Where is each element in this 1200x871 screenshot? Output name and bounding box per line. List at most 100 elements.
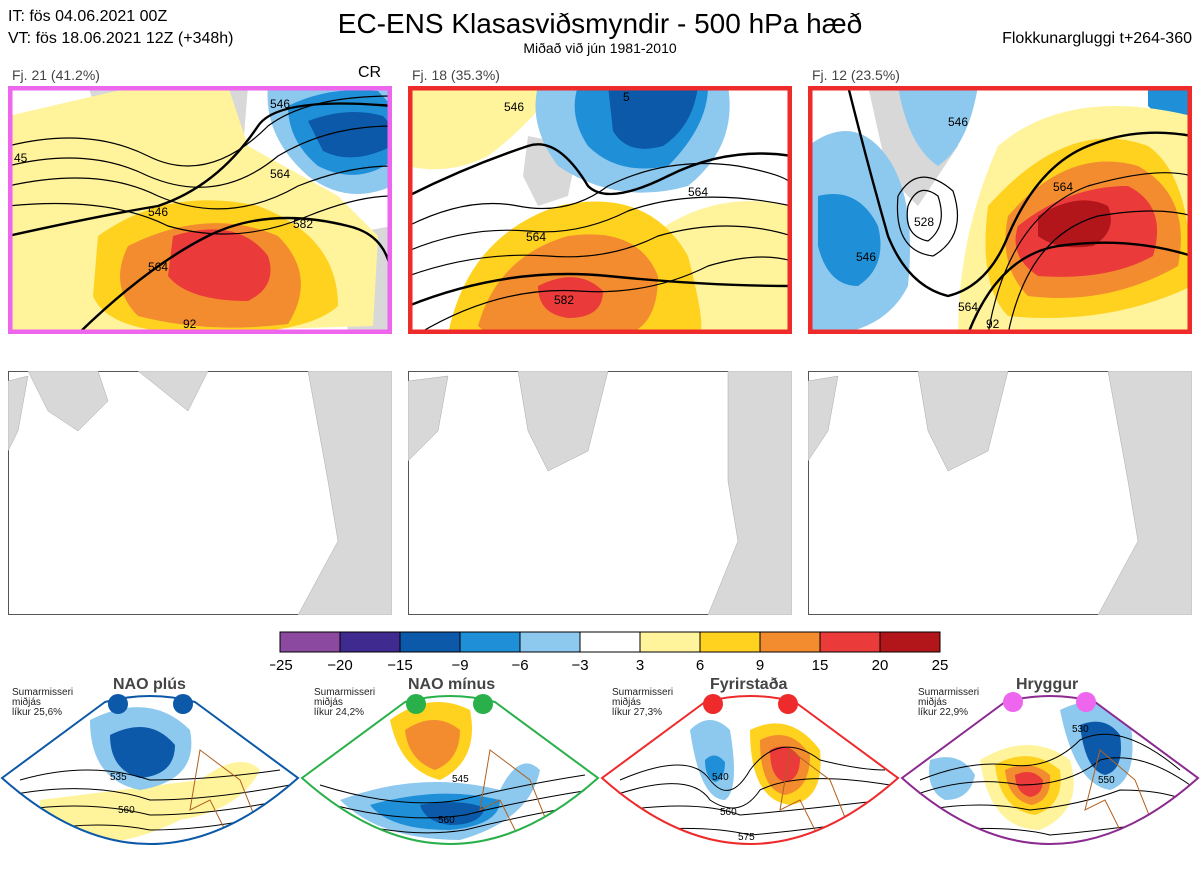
negative-anomaly-inner (110, 727, 175, 778)
colorbar-tick-label: −6 (511, 657, 528, 674)
colorbar-swatch (519, 631, 581, 653)
contour-label: 546 (270, 97, 290, 111)
regime-marker (778, 694, 798, 714)
contour-label: 560 (720, 807, 737, 818)
negative-anomaly-core (420, 802, 485, 825)
negative-anomaly-inner (705, 755, 725, 782)
cluster-frame (408, 86, 792, 334)
regime-marker (1003, 692, 1023, 712)
cluster-1-label: Fj. 21 (41.2%) (12, 67, 100, 83)
colorbar-tick-label: 20 (872, 657, 889, 674)
regime-2-name: NAO mínus (408, 676, 496, 693)
contour-label: 5 (623, 90, 630, 104)
cluster-frame (808, 86, 1192, 334)
page-title: EC-ENS Klasasviðsmyndir - 500 hPa hæð (337, 8, 863, 39)
contour-label: 564 (526, 230, 546, 244)
positive-anomaly (40, 762, 260, 843)
positive-anomaly-inner (405, 720, 460, 770)
colorbar-swatch (459, 631, 521, 653)
positive-anomaly-20 (1038, 200, 1111, 248)
contour-label: 545 (452, 774, 469, 785)
colorbar-swatch (279, 631, 341, 653)
colorbar-swatch (399, 631, 461, 653)
contour-label: 546 (948, 115, 968, 129)
contour-label: 564 (148, 260, 168, 274)
colorbar-tick-label: −3 (571, 657, 588, 674)
regime-marker (473, 694, 493, 714)
basemap-3 (808, 371, 1192, 615)
init-time: IT: fös 04.06.2021 00Z (8, 8, 168, 25)
anomaly-colorbar: −25 −20 −15 −9 −6 −3 3 6 9 15 20 25 (270, 631, 949, 674)
contour-label: 546 (504, 100, 524, 114)
colorbar-tick-label: −25 (270, 657, 293, 674)
colorbar-tick-label: 6 (696, 657, 704, 674)
contour-label: 45 (14, 151, 28, 165)
colorbar-swatch (819, 631, 881, 653)
contour-label: 92 (986, 317, 1000, 331)
negative-anomaly-15 (308, 112, 392, 158)
classification-window: Flokkunargluggi t+264-360 (1002, 30, 1192, 47)
negative-anomaly-15 (608, 86, 698, 149)
sector-frame (900, 695, 1200, 845)
land-mass (408, 371, 792, 615)
contour-label: 546 (148, 205, 168, 219)
sector-frame (0, 695, 300, 845)
cluster-frame (8, 86, 392, 334)
height-contours (614, 746, 891, 836)
land-mass (808, 371, 1192, 615)
colorbar-tick-label: −20 (327, 657, 352, 674)
sector-frame (300, 695, 600, 845)
cluster-3-map: 546 564 528 546 564 92 (808, 86, 1192, 334)
colorbar-swatch (339, 631, 401, 653)
contour-label: 550 (1098, 775, 1115, 786)
contour-label: 582 (293, 217, 313, 231)
contour-label: 546 (856, 250, 876, 264)
regime-4-name: Hryggur (1016, 676, 1079, 693)
positive-anomaly-inner (770, 746, 800, 782)
bold-height-contours (408, 143, 792, 308)
regime-marker (1076, 692, 1096, 712)
regime-1-name: NAO plús (113, 676, 186, 693)
contour-label: 535 (110, 772, 127, 783)
regime-2-note: Sumarmisseri miðjás líkur 24,2% (314, 687, 376, 718)
positive-anomaly-outer (408, 86, 558, 170)
basemap-1 (8, 371, 392, 615)
contour-label: 564 (270, 167, 290, 181)
colorbar-tick-label: −9 (451, 657, 468, 674)
colorbar-tick-label: 25 (932, 657, 949, 674)
contour-label: 528 (914, 215, 934, 229)
colorbar-swatch (699, 631, 761, 653)
regime-3-map: 540 560 575 (600, 694, 900, 845)
climate-reference: Miðað við jún 1981-2010 (523, 40, 677, 56)
cluster-2-label: Fj. 18 (35.3%) (412, 67, 500, 83)
regime-3-note: Sumarmisseri miðjás líkur 27,3% (612, 687, 674, 718)
contour-label: 564 (1053, 180, 1073, 194)
basemap-2 (408, 371, 792, 615)
contour-label: 575 (448, 849, 465, 860)
regime-marker (703, 694, 723, 714)
regime-1-note: Sumarmisseri miðjás líkur 25,6% (12, 687, 74, 718)
control-run-tag: CR (358, 64, 382, 81)
positive-anomaly-15 (168, 229, 271, 301)
contour-label: 560 (118, 805, 135, 816)
regime-4-map: 530 550 575 (900, 692, 1200, 845)
negative-anomaly-9 (818, 194, 881, 286)
colorbar-tick-label: 3 (636, 657, 644, 674)
forecast-times: IT: fös 04.06.2021 00Z VT: fös 18.06.202… (8, 6, 233, 50)
sector-frame (600, 695, 900, 845)
cluster-2-map: 546 564 564 582 5 (408, 86, 792, 334)
land-mass (8, 371, 392, 615)
colorbar-swatch (639, 631, 701, 653)
contour-label: 582 (554, 293, 574, 307)
bold-height-contours (846, 86, 1192, 334)
positive-anomaly-15 (538, 277, 603, 318)
cluster-3-label: Fj. 12 (23.5%) (812, 67, 900, 83)
negative-anomaly-left (929, 757, 975, 800)
colorbar-swatch (759, 631, 821, 653)
contour-label: 560 (438, 815, 455, 826)
colorbar-swatch (879, 631, 941, 653)
regime-1-map: 535 560 (0, 694, 300, 845)
regime-4-note: Sumarmisseri miðjás líkur 22,9% (918, 687, 980, 718)
negative-anomaly-outer-2 (898, 86, 978, 166)
contour-label: 530 (1072, 724, 1089, 735)
